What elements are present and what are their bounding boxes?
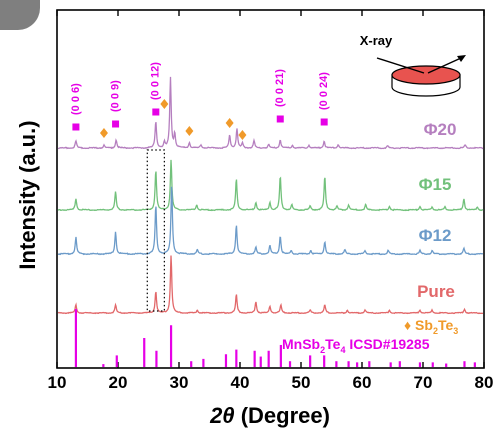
miller-index-label: (0 0 12) bbox=[150, 62, 162, 100]
miller-square bbox=[112, 120, 120, 128]
series-label: Φ15 bbox=[419, 175, 452, 194]
impurity-legend: ♦ Sb2Te3 bbox=[404, 317, 458, 336]
xrd-trace-2 bbox=[57, 159, 484, 212]
miller-square bbox=[72, 123, 80, 131]
x-tick-label: 30 bbox=[170, 373, 189, 392]
xrd-trace-3 bbox=[57, 186, 484, 256]
x-tick-label: 10 bbox=[48, 373, 67, 392]
x-tick-label: 80 bbox=[475, 373, 494, 392]
sb2te3-marker bbox=[99, 128, 108, 138]
xrd-trace-1 bbox=[57, 76, 484, 150]
y-axis-label: Intensity (a.u.) bbox=[15, 120, 40, 269]
x-tick-label: 60 bbox=[353, 373, 372, 392]
x-axis-label: 2θ (Degree) bbox=[209, 403, 330, 428]
x-tick-label: 70 bbox=[414, 373, 433, 392]
x-axis-label-theta: 2θ bbox=[209, 403, 235, 428]
xrd-trace-4 bbox=[57, 255, 484, 315]
x-tick-label: 20 bbox=[109, 373, 128, 392]
x-axis-label-unit: (Degree) bbox=[235, 403, 330, 428]
miller-square bbox=[320, 118, 328, 126]
x-tick-label: 40 bbox=[231, 373, 250, 392]
arrow-head-icon bbox=[457, 55, 466, 62]
miller-index-label: (0 0 24) bbox=[318, 72, 330, 110]
sb2te3-marker bbox=[160, 99, 169, 109]
sb2te3-marker bbox=[225, 118, 234, 128]
xray-inset: X-ray bbox=[360, 33, 466, 97]
xray-beam-out bbox=[427, 57, 462, 74]
plot-frame bbox=[56, 9, 485, 369]
miller-index-label: (0 0 6) bbox=[70, 83, 82, 115]
xray-beam-in bbox=[376, 57, 425, 74]
highlight-box bbox=[146, 149, 165, 312]
miller-index-label: (0 0 21) bbox=[274, 69, 286, 107]
series-label: Φ12 bbox=[419, 226, 452, 245]
series-label: Φ20 bbox=[424, 120, 457, 139]
miller-square bbox=[152, 108, 160, 116]
miller-square bbox=[276, 115, 284, 123]
disk-top bbox=[391, 65, 461, 85]
xray-label: X-ray bbox=[360, 33, 393, 48]
miller-index-label: (0 0 9) bbox=[109, 80, 121, 112]
x-tick-label: 50 bbox=[292, 373, 311, 392]
sb2te3-marker bbox=[238, 130, 247, 140]
sb2te3-marker bbox=[185, 126, 194, 136]
reference-label: MnSb2Te4 ICSD#19285 bbox=[282, 336, 430, 355]
series-label: Pure bbox=[417, 282, 455, 301]
